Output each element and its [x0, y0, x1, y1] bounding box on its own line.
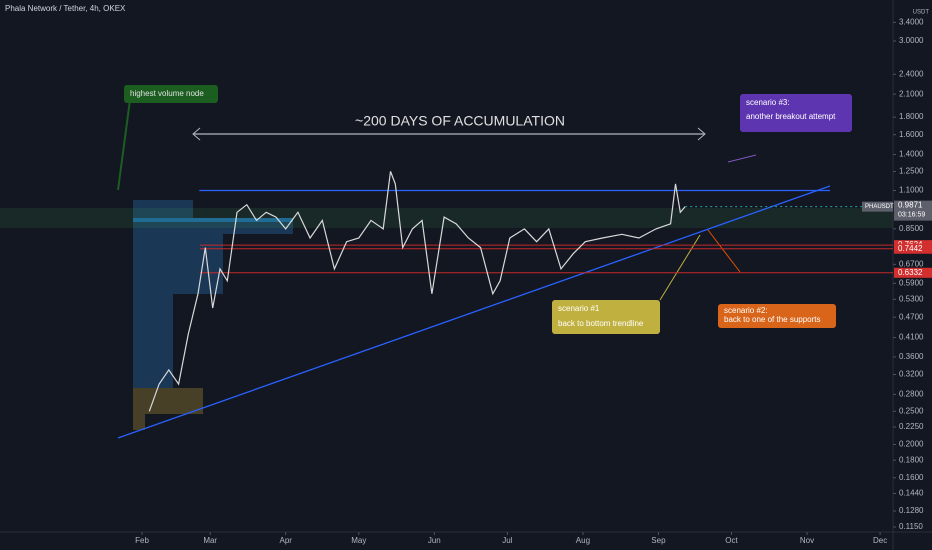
vp-bar: [133, 234, 223, 294]
price-tag: [894, 243, 932, 254]
y-tick-label: 0.1440: [899, 489, 924, 498]
price-tag: [894, 200, 932, 221]
trendline: [117, 185, 831, 439]
arrow: [117, 99, 131, 191]
arrow: [707, 229, 741, 273]
chart-title: Phala Network / Tether, 4h, OKEX: [5, 4, 126, 13]
callout-text: highest volume node: [130, 89, 204, 98]
y-tick-label: 0.4100: [899, 333, 924, 342]
y-tick-label: 0.3200: [899, 370, 924, 379]
arrow: [659, 234, 701, 301]
y-tick-label: 0.8500: [899, 224, 924, 233]
y-tick-label: 0.2800: [899, 389, 924, 398]
callout-title: scenario #3:: [746, 98, 790, 107]
countdown: 03:16:59: [898, 211, 925, 218]
arrow-heads: [192, 127, 706, 141]
x-tick-label: Nov: [800, 536, 814, 545]
vp-bar: [133, 388, 203, 414]
callout-text: another breakout attempt: [746, 112, 836, 121]
x-tick-label: Jun: [428, 536, 441, 545]
callout: [552, 300, 660, 334]
y-tick-label: 1.6000: [899, 130, 924, 139]
y-tick-label: 0.1600: [899, 473, 924, 482]
callout-title: scenario #1: [558, 304, 600, 313]
annotation: ~200 DAYS OF ACCUMULATION: [355, 113, 565, 129]
arrow: [727, 154, 757, 163]
poc-bar: [133, 218, 293, 222]
symbol-label: PHAUSDT: [865, 204, 894, 210]
x-tick-label: Feb: [135, 536, 149, 545]
y-tick-label: 1.2500: [899, 167, 924, 176]
y-tick-label: 0.1280: [899, 506, 924, 515]
y-tick-label: 1.4000: [899, 150, 924, 159]
y-tick-label: 3.0000: [899, 36, 924, 45]
y-tick-label: 2.4000: [899, 69, 924, 78]
callout-text: back to one of the supports: [724, 315, 821, 324]
volume-profile: [133, 200, 293, 430]
callout: [124, 85, 218, 103]
x-tick-label: Oct: [725, 536, 738, 545]
y-tick-label: 0.1150: [899, 522, 923, 531]
y-tick-label: 0.5900: [899, 278, 924, 287]
x-tick-label: Aug: [576, 536, 590, 545]
y-tick-label: 0.1800: [899, 455, 924, 464]
y-tick-label: 1.8000: [899, 112, 924, 121]
price-line: [148, 171, 686, 412]
y-tick-label: 0.2250: [899, 422, 924, 431]
price-tag-label: 0.6332: [898, 268, 923, 277]
y-tick-label: 0.5300: [899, 294, 924, 303]
symbol-tag: [862, 201, 893, 212]
y-tick-label: 3.4000: [899, 17, 924, 26]
callout: [740, 94, 852, 132]
y-tick-label: 0.2000: [899, 440, 924, 449]
x-tick-label: Apr: [280, 536, 293, 545]
x-tick-label: Mar: [203, 536, 217, 545]
callout: [718, 304, 836, 328]
vp-bar: [133, 414, 145, 430]
x-tick-label: May: [351, 536, 366, 545]
y-tick-label: 0.4700: [899, 312, 924, 321]
x-tick-label: Dec: [873, 536, 887, 545]
price-tag: [894, 267, 932, 278]
price-tag-label: 0.7442: [898, 244, 923, 253]
vp-bar: [133, 220, 293, 234]
price-tag-label: 0.9871: [898, 201, 923, 210]
vp-bar: [133, 200, 193, 220]
y-tick-label: 2.1000: [899, 89, 924, 98]
x-tick-label: Jul: [502, 536, 512, 545]
y-tick-label: 0.2500: [899, 406, 924, 415]
currency: USDT: [913, 10, 930, 16]
y-tick-label: 0.3600: [899, 352, 924, 361]
x-tick-label: Sep: [651, 536, 666, 545]
y-tick-label: 0.6700: [899, 259, 924, 268]
callout-title: scenario #2:: [724, 306, 768, 315]
y-tick-label: 1.1000: [899, 186, 924, 195]
callout-text: back to bottom trendline: [558, 319, 644, 328]
